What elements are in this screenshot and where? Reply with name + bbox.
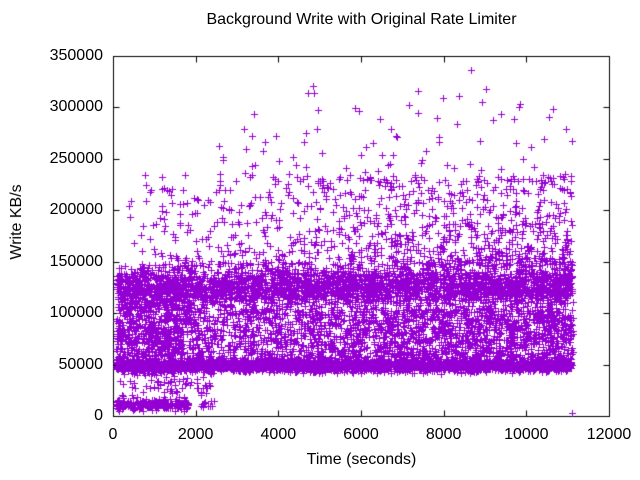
y-tick-label: 200000 (49, 201, 103, 219)
x-axis-label: Time (seconds) (306, 451, 417, 468)
chart-title: Background Write with Original Rate Limi… (206, 11, 517, 28)
x-tick-label: 0 (108, 426, 118, 443)
x-tick-label: 4000 (260, 426, 297, 443)
y-tick-label: 350000 (49, 47, 103, 64)
y-tick-label: 0 (94, 407, 103, 424)
y-tick-label: 50000 (58, 355, 104, 373)
x-tick-label: 8000 (425, 426, 462, 443)
y-tick-label: 150000 (49, 252, 103, 270)
x-tick-label: 2000 (177, 426, 214, 443)
y-tick-label: 100000 (49, 304, 103, 322)
y-tick-label: 300000 (49, 98, 103, 116)
x-tick-label: 10000 (504, 426, 549, 443)
y-tick-label: 250000 (49, 149, 103, 167)
y-axis-label: Write KB/s (8, 184, 25, 260)
x-tick-label: 12000 (586, 426, 632, 443)
x-tick-label: 6000 (343, 426, 379, 443)
